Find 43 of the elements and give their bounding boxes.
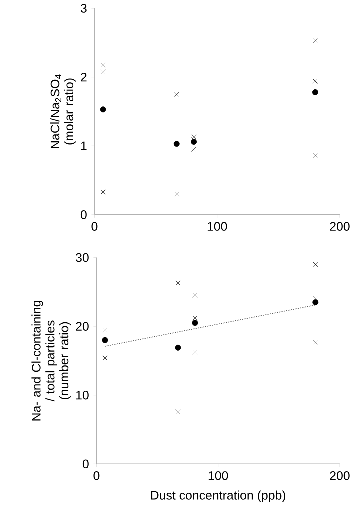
point [102,337,108,344]
point [191,134,196,140]
x-tick-label: 0 [94,472,100,480]
point [192,316,198,321]
point [312,153,318,158]
y-tick-label: 30 [76,253,89,262]
point [174,192,180,197]
y-axis-title: Na- and Cl-containing / total particles (number ratio) [31,301,71,421]
point [102,328,108,334]
point [192,320,198,326]
y-tick-label: 0 [82,460,89,469]
x-tick-label: 100 [208,472,228,480]
point [174,344,181,351]
y-tick-label: 10 [76,390,89,400]
y-tick-label: 2 [80,73,87,82]
x-axis-title: Dust concentration (ppb) [151,490,286,502]
point [174,92,180,97]
point [312,38,318,44]
point [100,69,106,74]
y-tick-label: 1 [81,142,87,150]
x-tick-label: 200 [330,472,350,480]
y-tick-label: 3 [80,4,87,13]
point [312,300,318,306]
point [176,280,180,286]
point [174,141,180,148]
y-tick-label: 20 [76,322,89,331]
point [100,106,106,113]
point [312,79,318,84]
point [100,190,106,195]
point [312,296,318,301]
point [312,89,318,96]
point [176,409,180,414]
point [102,356,108,361]
point [100,63,106,68]
x-tick-label: 200 [330,222,350,232]
point [192,293,198,298]
point [312,262,318,268]
point [312,340,318,345]
x-tick-label: 0 [92,222,98,232]
y-tick-label: 0 [80,210,87,220]
point [192,350,198,356]
x-tick-label: 100 [208,222,227,232]
point [191,147,196,152]
